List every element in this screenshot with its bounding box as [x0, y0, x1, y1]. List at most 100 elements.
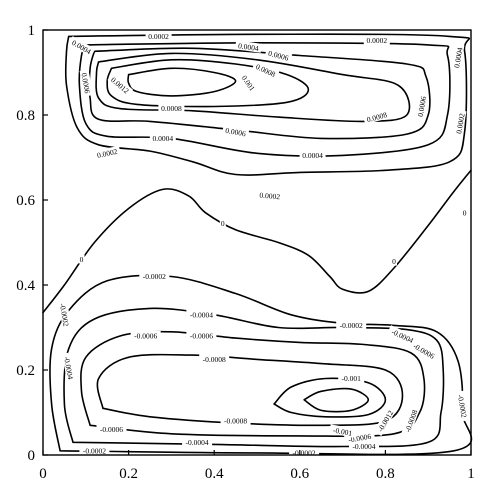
contour-label-text: -0.0008	[403, 408, 419, 433]
contour-label-text: 0.0008	[366, 110, 388, 124]
contour-label-text: -0.0004	[186, 438, 209, 447]
contour-label-background	[336, 320, 367, 330]
contour-label: -0.0002	[289, 447, 320, 458]
contour-label-text: 0.0008	[161, 104, 182, 113]
contour-label-text: -0.0004	[352, 442, 375, 451]
contour-label-text: -0.0002	[456, 394, 469, 419]
contour-label-background	[96, 424, 127, 434]
contour-label: -0.0006	[408, 339, 440, 362]
contour-label-background	[186, 331, 217, 340]
contour-lines	[42, 33, 473, 456]
contour-label: -0.0002	[455, 390, 470, 422]
contour-label: -0.0002	[336, 320, 367, 330]
y-tick-label: 1	[28, 23, 36, 39]
contour-label: 0.0006	[222, 124, 250, 138]
contour-label-text: 0.0006	[416, 95, 428, 117]
contour-label: -0.001	[329, 424, 357, 438]
x-tick-label: 0.4	[205, 466, 224, 482]
contour-label: -0.0008	[220, 416, 251, 426]
contour-label: -0.0004	[182, 437, 213, 447]
contour-label-background	[373, 405, 397, 436]
contour-label-background	[182, 437, 213, 447]
contour-label-text: 0.0002	[259, 191, 281, 202]
contour-label-background	[387, 325, 419, 346]
contour-line-0p0006	[88, 47, 431, 140]
contour-label-text: 0	[80, 255, 84, 264]
contour-label: 0.0002	[256, 189, 284, 202]
contour-label: -0.0004	[62, 352, 77, 384]
contour-label-background	[451, 43, 465, 72]
contour-label-text: 0.0006	[225, 126, 247, 138]
contour-label: 0.0004	[149, 133, 176, 143]
contour-label-background	[186, 309, 217, 319]
contour-label-text: -0.0004	[62, 356, 75, 381]
contour-label: -0.0002	[139, 271, 170, 281]
contour-label-background	[158, 103, 185, 113]
contour-label: 0.0002	[93, 145, 121, 160]
contour-label-text: -0.0006	[412, 341, 437, 360]
contour-line-0	[42, 169, 472, 314]
contour-label-text: 0.0004	[238, 41, 260, 53]
y-tick-label: 0.4	[16, 278, 35, 294]
contour-label: -0.0006	[186, 331, 217, 341]
contour-line-0p0002	[64, 33, 471, 176]
contour-label-background	[461, 207, 468, 217]
contour-label-text: 0.0004	[302, 151, 323, 160]
contour-label: 0.0008	[158, 103, 185, 113]
x-tick-label: 1	[467, 466, 475, 482]
contour-line-neg0p0004	[63, 307, 445, 448]
contour-label: 0.001	[238, 71, 259, 95]
contour-label-background	[299, 150, 326, 160]
contour-label-background	[78, 254, 85, 264]
contour-label-background	[145, 31, 172, 41]
contour-label-background	[234, 40, 262, 53]
contour-label-text: -0.0002	[143, 272, 166, 281]
contour-label: 0.0002	[363, 35, 390, 45]
contour-label-background	[289, 447, 320, 457]
contour-label-text: 0.0002	[148, 32, 169, 41]
contour-label-background	[57, 299, 72, 331]
contour-label-background	[62, 352, 77, 384]
contour-line-neg0p0006	[80, 330, 426, 438]
contour-label: 0.0004	[234, 40, 262, 53]
x-tick-label: 0.2	[119, 466, 138, 482]
contour-label-text: 0.0006	[267, 49, 289, 63]
contour-label: 0	[219, 218, 226, 228]
contour-label-background	[338, 373, 365, 383]
contour-label-text: -0.0006	[134, 332, 157, 341]
contour-label-text: 0	[221, 219, 225, 228]
contour-label-background	[362, 108, 391, 125]
contour-label-background	[238, 71, 259, 95]
contour-line-neg0p001	[273, 377, 387, 418]
contour-label-text: -0.0008	[203, 355, 226, 364]
contour-label: 0.0002	[145, 31, 172, 41]
contour-label-background	[93, 145, 121, 160]
contour-label-text: -0.0002	[83, 446, 106, 455]
contour-label: -0.001	[338, 373, 365, 383]
x-tick-label: 0	[39, 466, 47, 482]
contour-label-background	[363, 35, 390, 45]
contour-label: 0.0008	[362, 108, 391, 125]
contour-label: -0.0008	[199, 354, 230, 364]
contour-label-text: 0	[463, 208, 467, 217]
contour-label-text: -0.001	[342, 374, 362, 383]
contour-label-background	[79, 69, 93, 97]
y-tick-label: 0	[28, 448, 36, 464]
contour-label-text: 0.0004	[452, 46, 464, 68]
contour-label-background	[219, 218, 226, 228]
contour-label: 0.0008	[252, 60, 280, 80]
contour-label-background	[401, 405, 420, 437]
contour-label-background	[414, 92, 428, 120]
contour-label-text: -0.001	[332, 426, 353, 438]
contour-label-text: 0.0006	[79, 72, 91, 94]
contour-label-text: -0.0002	[58, 303, 71, 328]
contour-label: -0.0006	[130, 331, 161, 341]
contour-label: 0.0004	[451, 43, 465, 72]
contour-label-text: 0.0002	[454, 112, 466, 134]
contour-label-text: 0.0008	[254, 62, 277, 79]
y-tick-label: 0.2	[16, 363, 35, 379]
contour-label-background	[199, 354, 230, 364]
contour-line-0p0012	[127, 67, 237, 97]
